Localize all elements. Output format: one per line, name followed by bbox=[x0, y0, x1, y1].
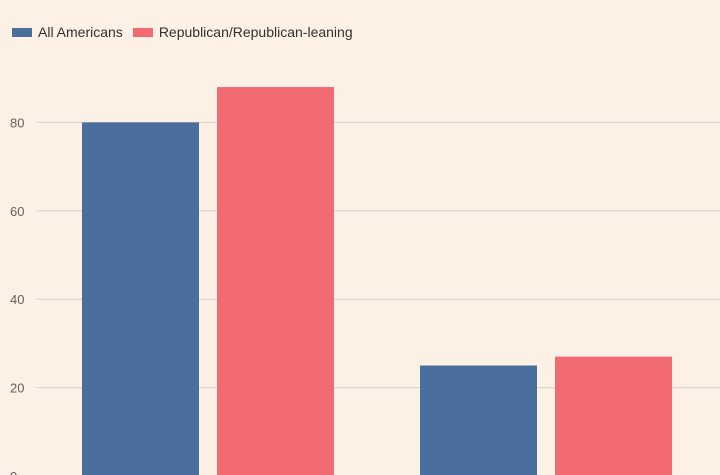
y-tick-label-60: 60 bbox=[10, 204, 24, 219]
legend-swatch-republican bbox=[132, 27, 153, 37]
legend-swatch-all-americans bbox=[12, 27, 32, 37]
bar-series0-cat0 bbox=[82, 122, 199, 475]
bars bbox=[82, 87, 672, 475]
legend-label-all-americans: All Americans bbox=[38, 24, 123, 40]
bar-series0-cat1 bbox=[420, 365, 537, 475]
y-tick-label-80: 80 bbox=[10, 115, 24, 130]
y-tick-label-40: 40 bbox=[10, 292, 24, 307]
legend: All Americans Republican/Republican-lean… bbox=[12, 24, 353, 40]
legend-label-republican: Republican/Republican-leaning bbox=[158, 24, 353, 40]
y-tick-label-20: 20 bbox=[10, 381, 24, 396]
y-tick-label-0: 0 bbox=[10, 469, 17, 475]
bar-series1-cat0 bbox=[217, 87, 334, 475]
legend-item-republican: Republican/Republican-leaning bbox=[132, 24, 353, 40]
y-axis-ticks: 0 20 40 60 80 bbox=[10, 115, 24, 475]
bar-series1-cat1 bbox=[555, 356, 672, 475]
legend-item-all-americans: All Americans bbox=[12, 24, 123, 40]
